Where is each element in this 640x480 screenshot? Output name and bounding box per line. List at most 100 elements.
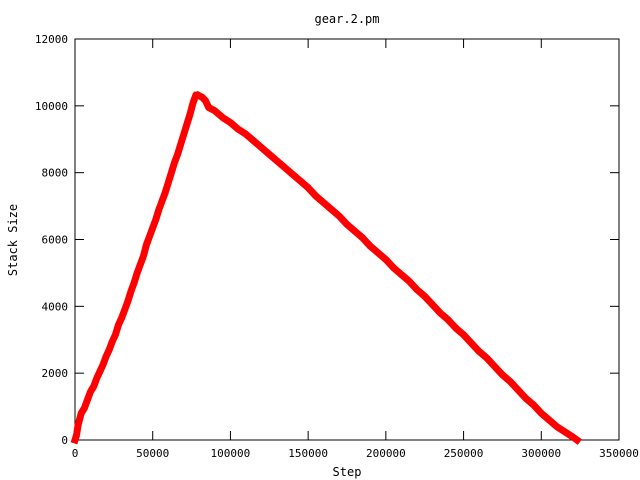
data-point (515, 387, 521, 393)
chart-title: gear.2.pm (314, 12, 379, 26)
data-point (344, 221, 350, 227)
data-point (106, 347, 112, 353)
data-point (74, 432, 80, 438)
data-point (134, 270, 140, 276)
data-point (212, 108, 218, 114)
data-point (437, 310, 443, 316)
data-point (84, 397, 90, 403)
data-point (109, 338, 115, 344)
data-point (199, 94, 205, 100)
data-point (140, 253, 146, 259)
y-axis-label: Stack Size (6, 204, 20, 276)
data-point (391, 265, 397, 271)
data-point (414, 287, 420, 293)
data-point (203, 98, 209, 104)
data-point (492, 363, 498, 369)
data-point (305, 185, 311, 191)
data-point (168, 170, 174, 176)
data-point (375, 250, 381, 256)
data-point (429, 302, 435, 308)
data-point (220, 115, 226, 121)
data-point (147, 233, 153, 239)
data-point (131, 280, 137, 286)
data-point (196, 93, 202, 99)
data-point (297, 178, 303, 184)
x-tick-label: 350000 (599, 447, 639, 460)
y-tick-label: 6000 (42, 234, 69, 247)
data-point (367, 243, 373, 249)
x-tick-label: 200000 (366, 447, 406, 460)
y-tick-label: 10000 (35, 100, 68, 113)
data-point (313, 193, 319, 199)
data-point (122, 307, 128, 313)
data-point (103, 353, 109, 359)
x-tick-label: 250000 (444, 447, 484, 460)
data-point (184, 121, 190, 127)
data-point (569, 434, 575, 440)
x-tick-label: 300000 (521, 447, 561, 460)
x-axis-label: Step (333, 465, 362, 479)
x-tick-label: 50000 (136, 447, 169, 460)
data-point (81, 405, 87, 411)
data-point (150, 225, 156, 231)
data-point (274, 158, 280, 164)
data-point (159, 198, 165, 204)
data-point (282, 165, 288, 171)
data-point (538, 410, 544, 416)
data-point (181, 131, 187, 137)
data-point (259, 145, 265, 151)
data-point (119, 315, 125, 321)
data-point (88, 389, 94, 395)
data-point (190, 99, 196, 105)
data-point (406, 278, 412, 284)
series-layer (70, 91, 582, 445)
data-point (78, 410, 84, 416)
data-point (171, 160, 177, 166)
data-point (398, 272, 404, 278)
x-tick-label: 150000 (288, 447, 328, 460)
data-point (165, 180, 171, 186)
axes-layer: 0 2000 4000 6000 8000 10000 12000 0 50000 100000 1… (35, 33, 639, 460)
data-point (235, 126, 241, 132)
data-point (523, 395, 529, 401)
y-tick-label: 8000 (42, 167, 69, 180)
data-point (562, 429, 568, 435)
x-tick-label: 0 (72, 447, 79, 460)
data-point (328, 206, 334, 212)
data-point (128, 288, 134, 294)
data-point (153, 216, 159, 222)
data-point (162, 190, 168, 196)
y-tick-label: 4000 (42, 300, 69, 313)
data-point (546, 417, 552, 423)
data-point (72, 437, 78, 443)
data-point (94, 375, 100, 381)
data-point (125, 298, 131, 304)
data-point (468, 340, 474, 346)
data-point (75, 422, 81, 428)
data-point (484, 355, 490, 361)
data-point (206, 105, 212, 110)
data-point (227, 120, 233, 126)
data-point (499, 372, 505, 378)
data-point (91, 384, 97, 390)
data-point (422, 293, 428, 299)
data-point (453, 325, 459, 331)
data-point (112, 332, 118, 338)
y-tick-label: 0 (61, 434, 68, 447)
data-point (178, 141, 184, 147)
data-point (574, 437, 580, 443)
data-point (321, 200, 327, 206)
data-point (383, 257, 389, 263)
data-point (187, 111, 193, 117)
data-point (352, 228, 358, 234)
y-tick-label: 2000 (42, 367, 69, 380)
data-point (360, 235, 366, 241)
data-point (445, 317, 451, 323)
data-point (290, 171, 296, 177)
data-point (531, 402, 537, 408)
data-point (266, 151, 272, 157)
data-point (156, 206, 162, 212)
data-point (137, 262, 143, 268)
